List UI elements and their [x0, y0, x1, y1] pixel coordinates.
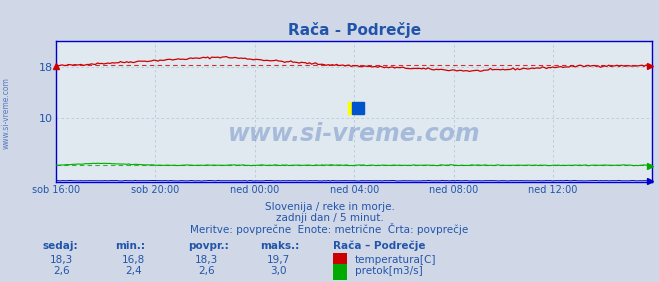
Text: 3,0: 3,0 — [270, 266, 287, 276]
Text: Rača – Podrečje: Rača – Podrečje — [333, 240, 425, 251]
Text: 18,3: 18,3 — [49, 255, 73, 265]
Text: 19,7: 19,7 — [267, 255, 291, 265]
Text: maks.:: maks.: — [260, 241, 300, 251]
Text: 16,8: 16,8 — [122, 255, 146, 265]
Text: 2,6: 2,6 — [198, 266, 215, 276]
Text: zadnji dan / 5 minut.: zadnji dan / 5 minut. — [275, 213, 384, 223]
Text: sedaj:: sedaj: — [43, 241, 78, 251]
Text: 2,4: 2,4 — [125, 266, 142, 276]
Text: pretok[m3/s]: pretok[m3/s] — [355, 266, 422, 276]
Text: 18,3: 18,3 — [194, 255, 218, 265]
Title: Rača - Podrečje: Rača - Podrečje — [287, 22, 421, 38]
Text: povpr.:: povpr.: — [188, 241, 229, 251]
Text: Meritve: povprečne  Enote: metrične  Črta: povprečje: Meritve: povprečne Enote: metrične Črta:… — [190, 223, 469, 235]
Text: www.si-vreme.com: www.si-vreme.com — [2, 77, 11, 149]
Text: 2,6: 2,6 — [53, 266, 70, 276]
Text: min.:: min.: — [115, 241, 146, 251]
Text: temperatura[C]: temperatura[C] — [355, 255, 436, 265]
Text: Slovenija / reke in morje.: Slovenija / reke in morje. — [264, 202, 395, 212]
Text: www.si-vreme.com: www.si-vreme.com — [228, 122, 480, 146]
